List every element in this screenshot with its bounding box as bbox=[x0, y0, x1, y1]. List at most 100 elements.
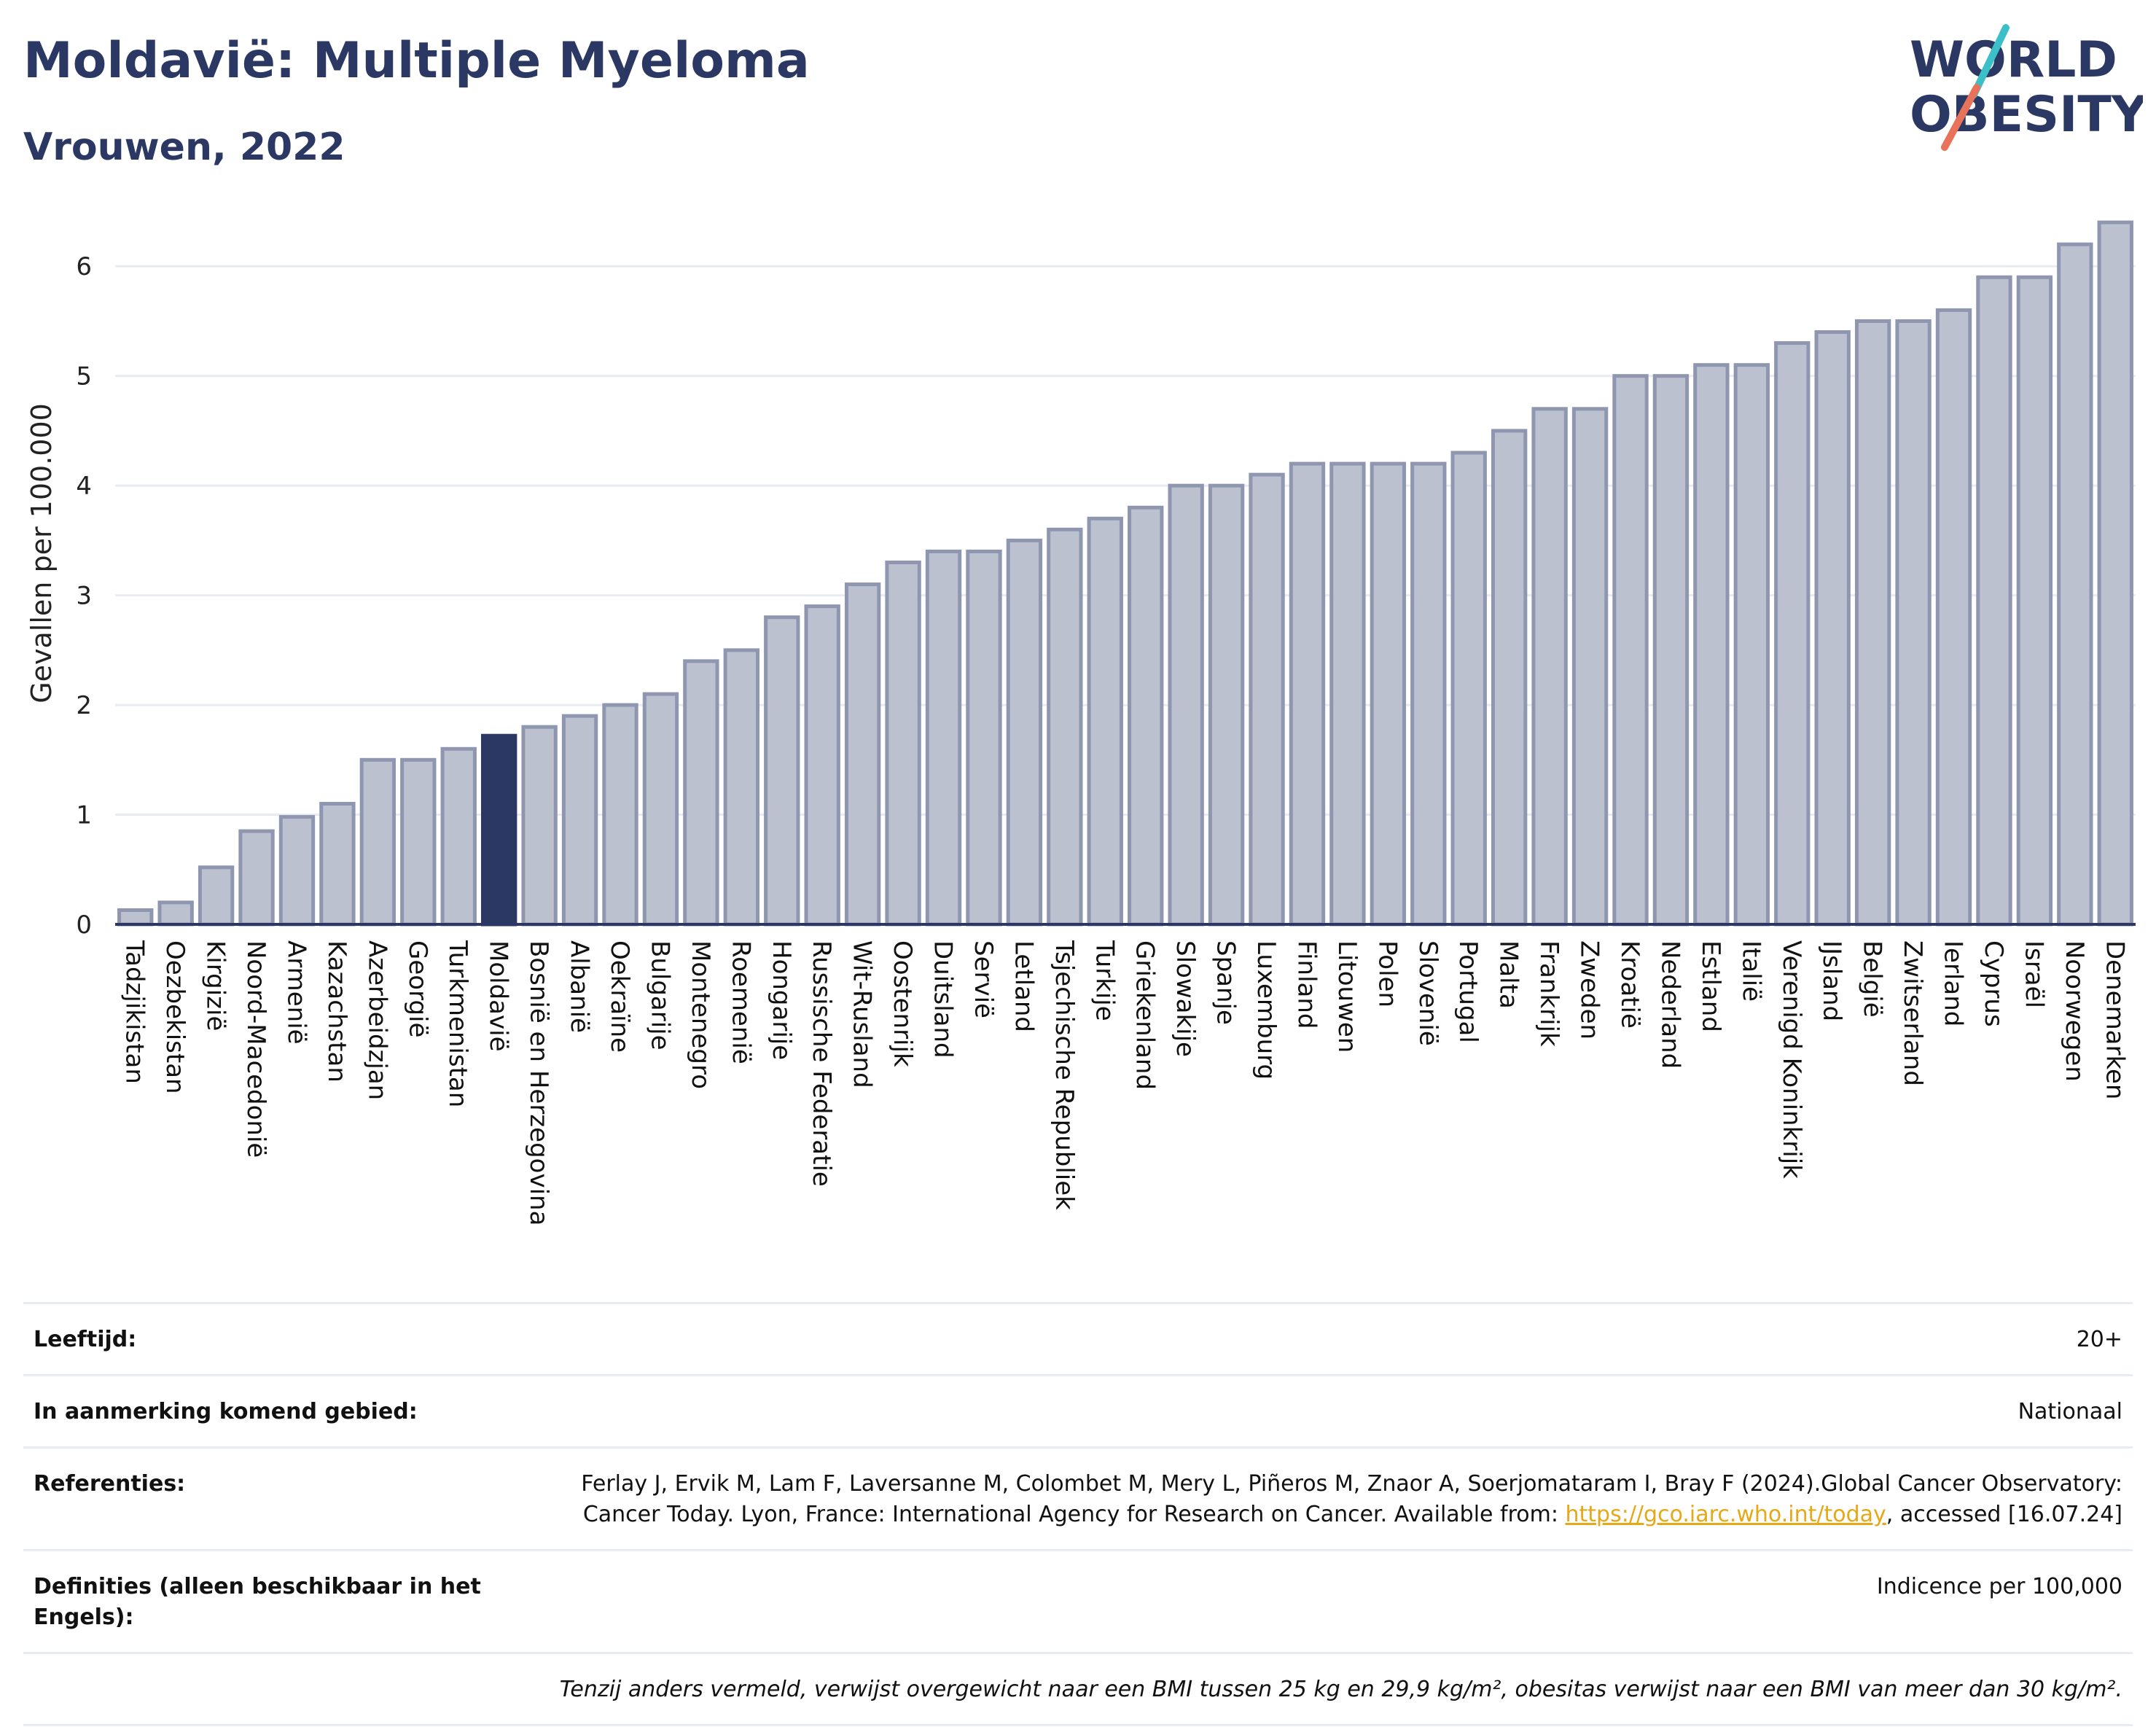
x-tick-label: Denemarken bbox=[2100, 940, 2129, 1099]
bar bbox=[1289, 461, 1326, 927]
bar bbox=[642, 692, 679, 927]
x-tick-label: Finland bbox=[1292, 940, 1321, 1029]
bar bbox=[1006, 538, 1043, 927]
x-tick-label: Noord-Macedonië bbox=[241, 940, 270, 1158]
bar bbox=[117, 908, 154, 927]
logo-slash-teal bbox=[1970, 24, 2009, 98]
definitions-label: Definities (alleen beschikbaar in het En… bbox=[34, 1574, 481, 1630]
bar bbox=[319, 801, 356, 927]
x-tick-label: Italië bbox=[1736, 940, 1765, 1002]
age-value: 20+ bbox=[2076, 1327, 2122, 1352]
x-tick-label: Turkmenistan bbox=[443, 940, 472, 1107]
y-tick-label: 4 bbox=[76, 472, 92, 501]
x-tick-label: België bbox=[1858, 940, 1887, 1018]
x-tick-label: Roemenië bbox=[726, 940, 755, 1064]
x-tick-label: Albanië bbox=[565, 940, 594, 1033]
x-tick-label: Zwitserland bbox=[1898, 940, 1927, 1086]
bar bbox=[966, 549, 1002, 927]
bar bbox=[1410, 461, 1447, 927]
bar bbox=[723, 648, 759, 927]
y-tick-label: 1 bbox=[76, 801, 92, 830]
meta-row-definitions: Definities (alleen beschikbaar in het En… bbox=[23, 1549, 2133, 1652]
bar bbox=[521, 725, 558, 927]
x-tick-label: Malta bbox=[1494, 940, 1523, 1009]
x-tick-label: Cyprus bbox=[1979, 940, 2008, 1027]
page-subtitle: Vrouwen, 2022 bbox=[23, 125, 345, 169]
x-tick-label: Zweden bbox=[1575, 940, 1604, 1040]
x-tick-label: Oezbekistan bbox=[160, 940, 190, 1094]
bar bbox=[925, 549, 962, 927]
bar bbox=[1976, 275, 2012, 927]
x-tick-label: Verenigd Koninkrijk bbox=[1777, 940, 1806, 1179]
bar bbox=[1249, 472, 1285, 927]
bar bbox=[2057, 242, 2093, 927]
meta-row-references: Referenties: Ferlay J, Ervik M, Lam F, L… bbox=[23, 1446, 2133, 1549]
bar bbox=[1774, 341, 1811, 927]
bar bbox=[1652, 374, 1690, 927]
x-tick-label: Russische Federatie bbox=[807, 940, 836, 1187]
area-value: Nationaal bbox=[2018, 1399, 2122, 1424]
x-tick-label: Tadzjikistan bbox=[120, 940, 149, 1084]
footnote: Tenzij anders vermeld, verwijst overgewi… bbox=[559, 1677, 2122, 1702]
x-tick-label: Israël bbox=[2019, 940, 2048, 1008]
bar-chart: 0 1 2 3 4 5 6 Gevallen per 100.000 Tadzjikistan O… bbox=[26, 220, 2136, 1225]
bar bbox=[683, 659, 719, 927]
bar bbox=[400, 757, 437, 927]
x-tick-label: Servië bbox=[969, 940, 998, 1018]
bar bbox=[1612, 374, 1649, 927]
x-tick-label: Duitsland bbox=[929, 940, 958, 1058]
x-tick-label: IJsland bbox=[1817, 940, 1846, 1021]
bar bbox=[1895, 319, 1932, 927]
bar bbox=[198, 865, 235, 927]
x-tick-label: Luxemburg bbox=[1251, 940, 1281, 1080]
x-tick-label: Georgië bbox=[403, 940, 432, 1037]
bar bbox=[844, 582, 881, 927]
world-obesity-logo: WORLD OBESITY bbox=[1910, 24, 2143, 151]
page-title: Moldavië: Multiple Myeloma bbox=[23, 32, 810, 90]
y-tick-label: 3 bbox=[76, 582, 92, 611]
bar bbox=[2097, 220, 2133, 927]
bar bbox=[157, 900, 194, 927]
x-tick-label: Kroatië bbox=[1615, 940, 1644, 1029]
meta-row-note: Tenzij anders vermeld, verwijst overgewi… bbox=[23, 1652, 2133, 1726]
x-tick-label: Litouwen bbox=[1332, 940, 1362, 1053]
x-tick-label: Armenië bbox=[281, 940, 310, 1045]
x-tick-label: Oekraïne bbox=[605, 940, 634, 1053]
bar bbox=[602, 703, 638, 927]
x-tick-label: Spanje bbox=[1211, 940, 1241, 1025]
meta-row-area: In aanmerking komend gebied: Nationaal bbox=[23, 1374, 2133, 1446]
y-axis-label: Gevallen per 100.000 bbox=[26, 403, 58, 703]
bar bbox=[278, 815, 316, 927]
bar bbox=[238, 829, 275, 927]
bar bbox=[1370, 461, 1407, 927]
x-tick-label: Noorwegen bbox=[2060, 940, 2089, 1082]
bar bbox=[561, 714, 598, 927]
x-tick-label: Estland bbox=[1696, 940, 1725, 1032]
references-link[interactable]: https://gco.iarc.who.int/today bbox=[1565, 1502, 1886, 1527]
x-tick-label: Slowakije bbox=[1171, 940, 1200, 1057]
bar bbox=[1208, 483, 1245, 927]
x-tick-label: Kazachstan bbox=[322, 940, 351, 1083]
bar bbox=[1571, 407, 1609, 927]
references-tail: , accessed [16.07.24] bbox=[1886, 1502, 2122, 1527]
bar bbox=[885, 560, 921, 927]
metadata-table: Leeftijd: 20+ In aanmerking komend gebie… bbox=[23, 1302, 2133, 1726]
x-tick-label: Polen bbox=[1372, 940, 1402, 1007]
x-tick-label: Bulgarije bbox=[645, 940, 674, 1050]
bar bbox=[1693, 363, 1730, 927]
logo-slash-coral bbox=[1941, 84, 1980, 151]
bar bbox=[1491, 429, 1528, 927]
bar bbox=[1935, 308, 1972, 927]
y-tick-label: 2 bbox=[76, 691, 92, 720]
x-tick-label: Kirgizië bbox=[201, 940, 230, 1031]
references-label: Referenties: bbox=[34, 1471, 186, 1497]
bar bbox=[804, 604, 840, 927]
bar bbox=[359, 757, 397, 927]
bar bbox=[1814, 330, 1851, 927]
x-tick-label: Oostenrijk bbox=[888, 940, 917, 1067]
x-tick-label: Ierland bbox=[1939, 940, 1968, 1026]
y-tick-label: 5 bbox=[76, 362, 92, 391]
x-tick-label: Portugal bbox=[1453, 940, 1483, 1043]
x-tick-label: Moldavië bbox=[484, 940, 513, 1052]
bar bbox=[1168, 483, 1204, 927]
